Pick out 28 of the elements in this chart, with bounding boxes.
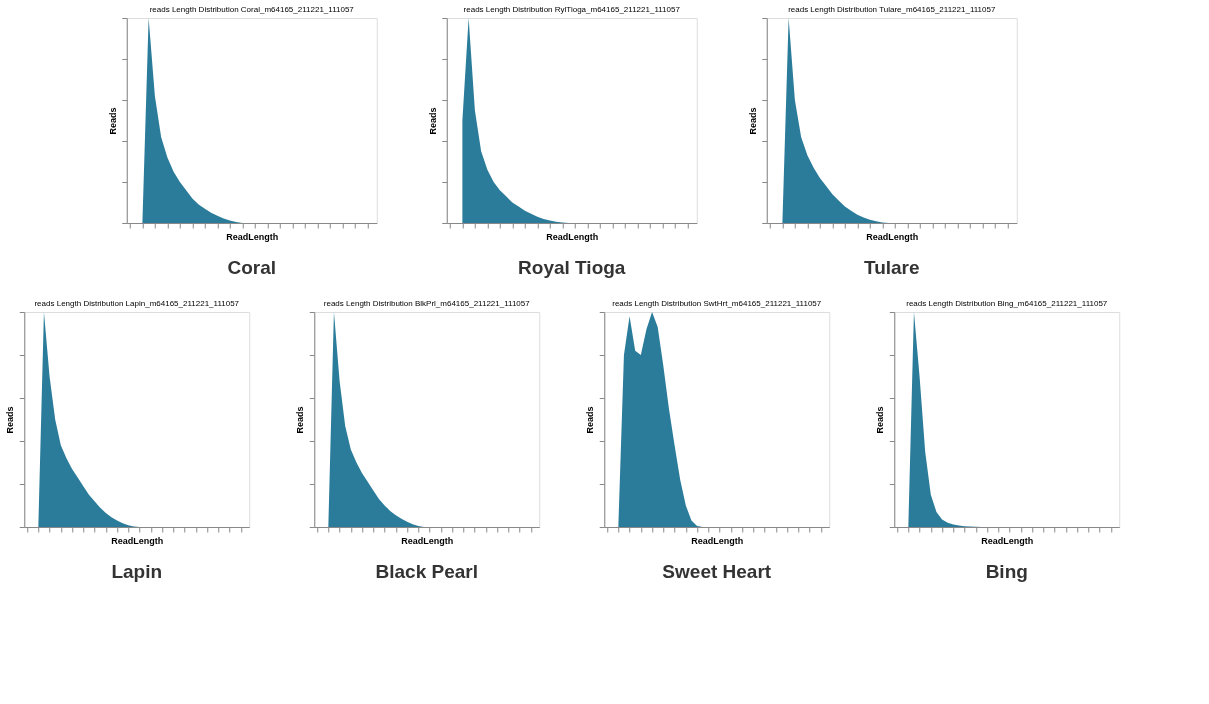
- x-axis-title: ReadLength: [691, 536, 744, 546]
- y-axis-title: Reads: [107, 107, 118, 135]
- x-axis-title: ReadLength: [866, 232, 919, 242]
- y-axis-title: Reads: [5, 406, 16, 434]
- text: Bing: [985, 561, 1028, 582]
- chart-title: reads Length Distribution RylTioga_m64165_211221_111057: [463, 4, 681, 14]
- text: Tulare: [863, 257, 920, 278]
- chart-title: reads Length Distribution Tulare_m64165_211221_111057: [788, 4, 996, 14]
- y-axis-title: Reads: [875, 406, 886, 434]
- y-axis-title: Reads: [295, 406, 306, 434]
- y-axis-title: Reads: [427, 107, 438, 135]
- y-axis-title: Reads: [585, 406, 596, 434]
- chart-title: reads Length Distribution Lapin_m64165_211221_111057: [34, 298, 240, 308]
- x-axis-title: ReadLength: [111, 536, 164, 546]
- text: Black Pearl: [375, 561, 478, 582]
- chart-title: reads Length Distribution SwtHrt_m64165_211221_111057: [612, 298, 822, 308]
- y-axis-title: Reads: [747, 107, 758, 135]
- chart-title: reads Length Distribution Bing_m64165_211221_111057: [906, 298, 1108, 308]
- chart-title: reads Length Distribution BlkPrl_m64165_211221_111057: [323, 298, 531, 308]
- text: Royal Tioga: [518, 257, 626, 278]
- x-axis-title: ReadLength: [546, 232, 599, 242]
- x-axis-title: ReadLength: [401, 536, 454, 546]
- x-axis-title: ReadLength: [981, 536, 1034, 546]
- chart-title: reads Length Distribution Coral_m64165_211221_111057: [149, 4, 355, 14]
- text: Lapin: [111, 561, 163, 582]
- text: Sweet Heart: [662, 561, 772, 582]
- x-axis-title: ReadLength: [226, 232, 279, 242]
- text: Coral: [227, 257, 277, 278]
